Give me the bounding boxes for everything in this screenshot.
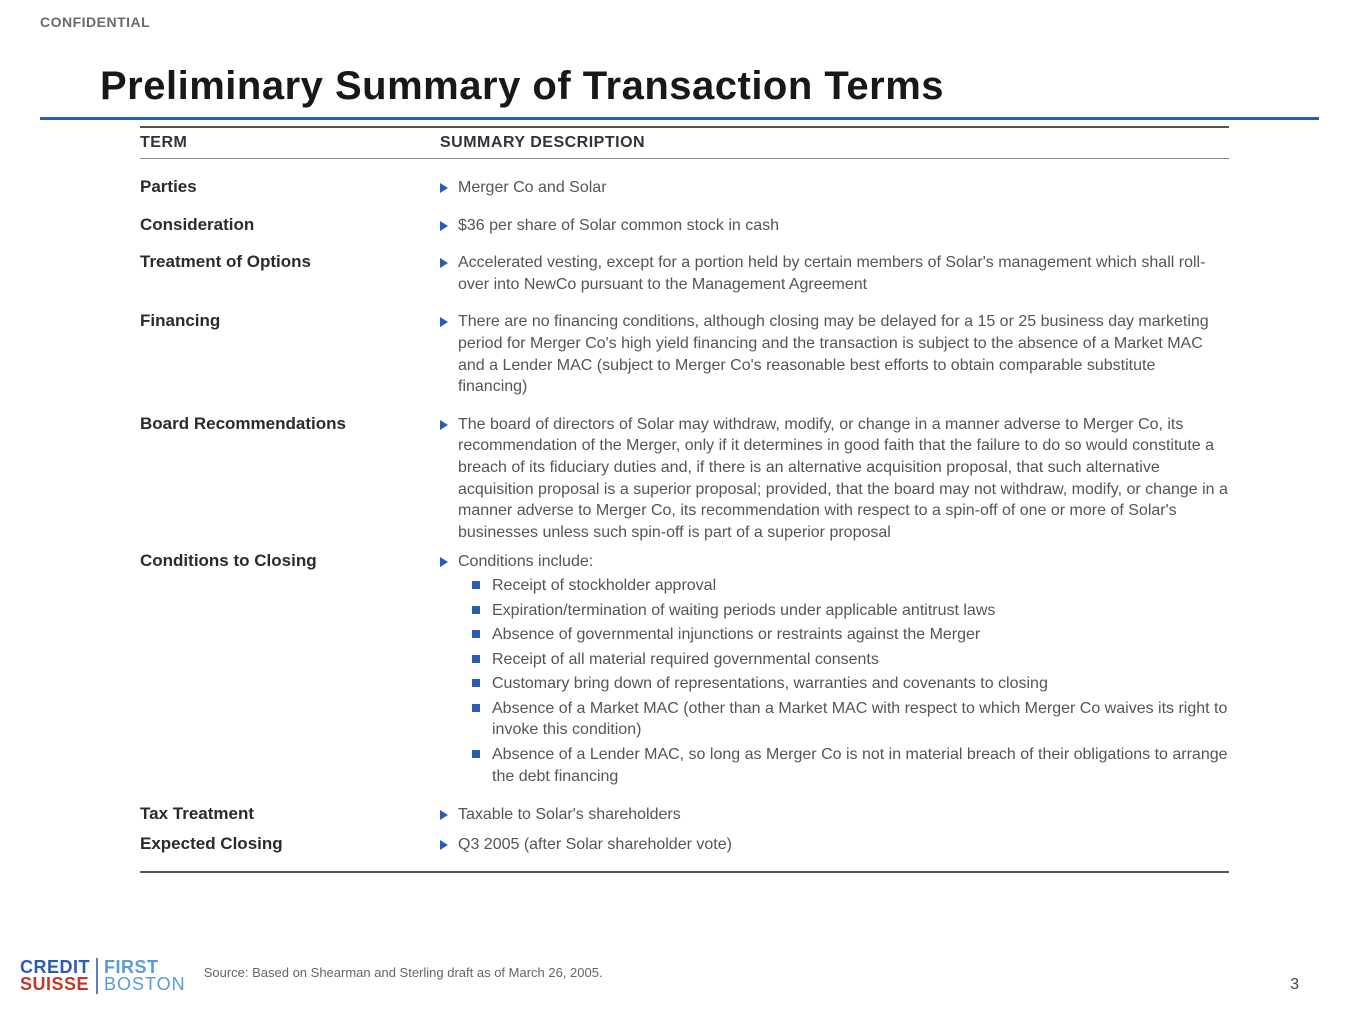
row-closing: Expected Closing Q3 2005 (after Solar sh… bbox=[140, 834, 1229, 858]
bullet-text: There are no financing conditions, altho… bbox=[458, 311, 1229, 397]
term-desc: Accelerated vesting, except for a portio… bbox=[440, 252, 1229, 297]
square-icon bbox=[472, 630, 480, 638]
sub-bullet-item: Absence of a Market MAC (other than a Ma… bbox=[472, 698, 1229, 741]
row-consideration: Consideration $36 per share of Solar com… bbox=[140, 215, 1229, 239]
row-parties: Parties Merger Co and Solar bbox=[140, 177, 1229, 201]
term-label: Parties bbox=[140, 177, 440, 201]
term-desc: Conditions include: Receipt of stockhold… bbox=[440, 551, 1229, 790]
sub-bullet-item: Expiration/termination of waiting period… bbox=[472, 600, 1229, 622]
bullet-text: Merger Co and Solar bbox=[458, 177, 607, 199]
table-rule-top bbox=[140, 126, 1229, 128]
table-rule-under-header bbox=[140, 158, 1229, 159]
table-rule-bottom bbox=[140, 871, 1229, 873]
bullet-text: Taxable to Solar's shareholders bbox=[458, 804, 681, 826]
square-icon bbox=[472, 655, 480, 663]
triangle-icon bbox=[440, 183, 448, 193]
sub-bullet-item: Absence of governmental injunctions or r… bbox=[472, 624, 1229, 646]
sub-bullet-list: Receipt of stockholder approval Expirati… bbox=[472, 575, 1229, 787]
term-label: Board Recommendations bbox=[140, 414, 440, 546]
logo-credit-suisse-first-boston: CREDIT SUISSE FIRST BOSTON bbox=[20, 958, 186, 994]
bullet-text: Q3 2005 (after Solar shareholder vote) bbox=[458, 834, 732, 856]
source-note: Source: Based on Shearman and Sterling d… bbox=[204, 965, 603, 980]
bullet-item: Taxable to Solar's shareholders bbox=[440, 804, 1229, 826]
bullet-text: The board of directors of Solar may with… bbox=[458, 414, 1229, 544]
sub-bullet-item: Absence of a Lender MAC, so long as Merg… bbox=[472, 744, 1229, 787]
row-conditions: Conditions to Closing Conditions include… bbox=[140, 551, 1229, 790]
row-tax: Tax Treatment Taxable to Solar's shareho… bbox=[140, 804, 1229, 828]
footer: CREDIT SUISSE FIRST BOSTON Source: Based… bbox=[20, 958, 1319, 994]
square-icon bbox=[472, 704, 480, 712]
bullet-item: Merger Co and Solar bbox=[440, 177, 1229, 199]
row-options: Treatment of Options Accelerated vesting… bbox=[140, 252, 1229, 297]
slide-page: CONFIDENTIAL Preliminary Summary of Tran… bbox=[0, 0, 1359, 1020]
term-desc: There are no financing conditions, altho… bbox=[440, 311, 1229, 399]
triangle-icon bbox=[440, 317, 448, 327]
table-header-row: TERM SUMMARY DESCRIPTION bbox=[140, 130, 1229, 156]
logo-left: CREDIT SUISSE bbox=[20, 959, 90, 993]
bullet-item: $36 per share of Solar common stock in c… bbox=[440, 215, 1229, 237]
row-financing: Financing There are no financing conditi… bbox=[140, 311, 1229, 399]
square-icon bbox=[472, 581, 480, 589]
bullet-text: Absence of a Lender MAC, so long as Merg… bbox=[492, 744, 1229, 787]
triangle-icon bbox=[440, 258, 448, 268]
bullet-text: Customary bring down of representations,… bbox=[492, 673, 1048, 695]
confidential-label: CONFIDENTIAL bbox=[40, 14, 1319, 30]
sub-bullet-item: Receipt of stockholder approval bbox=[472, 575, 1229, 597]
page-number: 3 bbox=[1290, 976, 1299, 994]
bullet-item: There are no financing conditions, altho… bbox=[440, 311, 1229, 397]
bullet-text: Accelerated vesting, except for a portio… bbox=[458, 252, 1229, 295]
bullet-item: Q3 2005 (after Solar shareholder vote) bbox=[440, 834, 1229, 856]
term-label: Expected Closing bbox=[140, 834, 440, 858]
content-area: TERM SUMMARY DESCRIPTION Parties Merger … bbox=[140, 126, 1229, 873]
term-label: Consideration bbox=[140, 215, 440, 239]
term-desc: Q3 2005 (after Solar shareholder vote) bbox=[440, 834, 1229, 858]
bullet-text: Receipt of stockholder approval bbox=[492, 575, 716, 597]
bullet-item: Accelerated vesting, except for a portio… bbox=[440, 252, 1229, 295]
header-term: TERM bbox=[140, 134, 440, 152]
logo-divider bbox=[96, 958, 98, 994]
triangle-icon bbox=[440, 840, 448, 850]
sub-bullet-item: Receipt of all material required governm… bbox=[472, 649, 1229, 671]
bullet-text: Absence of governmental injunctions or r… bbox=[492, 624, 980, 646]
bullet-text: $36 per share of Solar common stock in c… bbox=[458, 215, 779, 237]
term-desc: $36 per share of Solar common stock in c… bbox=[440, 215, 1229, 239]
bullet-item: Conditions include: bbox=[440, 551, 1229, 573]
triangle-icon bbox=[440, 557, 448, 567]
bullet-item: The board of directors of Solar may with… bbox=[440, 414, 1229, 544]
square-icon bbox=[472, 679, 480, 687]
bullet-text: Conditions include: bbox=[458, 551, 593, 573]
term-desc: Taxable to Solar's shareholders bbox=[440, 804, 1229, 828]
slide-title: Preliminary Summary of Transaction Terms bbox=[100, 64, 1319, 109]
title-rule bbox=[40, 117, 1319, 120]
term-label: Tax Treatment bbox=[140, 804, 440, 828]
square-icon bbox=[472, 750, 480, 758]
term-label: Financing bbox=[140, 311, 440, 399]
term-desc: Merger Co and Solar bbox=[440, 177, 1229, 201]
triangle-icon bbox=[440, 221, 448, 231]
bullet-text: Expiration/termination of waiting period… bbox=[492, 600, 995, 622]
triangle-icon bbox=[440, 810, 448, 820]
term-label: Conditions to Closing bbox=[140, 551, 440, 790]
table-body: Parties Merger Co and Solar Consideratio… bbox=[140, 177, 1229, 857]
row-board: Board Recommendations The board of direc… bbox=[140, 414, 1229, 546]
header-desc: SUMMARY DESCRIPTION bbox=[440, 134, 1229, 152]
sub-bullet-item: Customary bring down of representations,… bbox=[472, 673, 1229, 695]
term-desc: The board of directors of Solar may with… bbox=[440, 414, 1229, 546]
bullet-text: Receipt of all material required governm… bbox=[492, 649, 879, 671]
logo-right: FIRST BOSTON bbox=[104, 959, 186, 993]
square-icon bbox=[472, 606, 480, 614]
triangle-icon bbox=[440, 420, 448, 430]
term-label: Treatment of Options bbox=[140, 252, 440, 297]
logo-boston: BOSTON bbox=[104, 976, 186, 993]
logo-suisse: SUISSE bbox=[20, 976, 90, 993]
bullet-text: Absence of a Market MAC (other than a Ma… bbox=[492, 698, 1229, 741]
